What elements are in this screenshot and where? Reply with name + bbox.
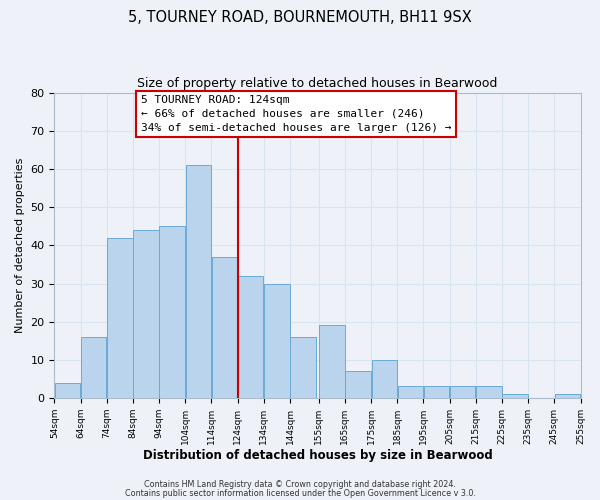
Bar [319, 326, 344, 398]
Title: Size of property relative to detached houses in Bearwood: Size of property relative to detached ho… [137, 78, 497, 90]
Bar [107, 238, 133, 398]
Y-axis label: Number of detached properties: Number of detached properties [15, 158, 25, 333]
Bar [290, 337, 316, 398]
Text: 5 TOURNEY ROAD: 124sqm
← 66% of detached houses are smaller (246)
34% of semi-de: 5 TOURNEY ROAD: 124sqm ← 66% of detached… [141, 95, 451, 133]
Bar [81, 337, 106, 398]
Bar [185, 166, 211, 398]
Bar [160, 226, 185, 398]
Bar [555, 394, 580, 398]
Bar [133, 230, 159, 398]
Bar [55, 382, 80, 398]
Bar [424, 386, 449, 398]
Bar [450, 386, 475, 398]
Text: 5, TOURNEY ROAD, BOURNEMOUTH, BH11 9SX: 5, TOURNEY ROAD, BOURNEMOUTH, BH11 9SX [128, 10, 472, 25]
X-axis label: Distribution of detached houses by size in Bearwood: Distribution of detached houses by size … [143, 450, 493, 462]
Text: Contains HM Land Registry data © Crown copyright and database right 2024.: Contains HM Land Registry data © Crown c… [144, 480, 456, 489]
Bar [476, 386, 502, 398]
Bar [398, 386, 423, 398]
Bar [212, 257, 237, 398]
Text: Contains public sector information licensed under the Open Government Licence v : Contains public sector information licen… [125, 488, 475, 498]
Bar [264, 284, 290, 398]
Bar [502, 394, 528, 398]
Bar [238, 276, 263, 398]
Bar [371, 360, 397, 398]
Bar [346, 371, 371, 398]
